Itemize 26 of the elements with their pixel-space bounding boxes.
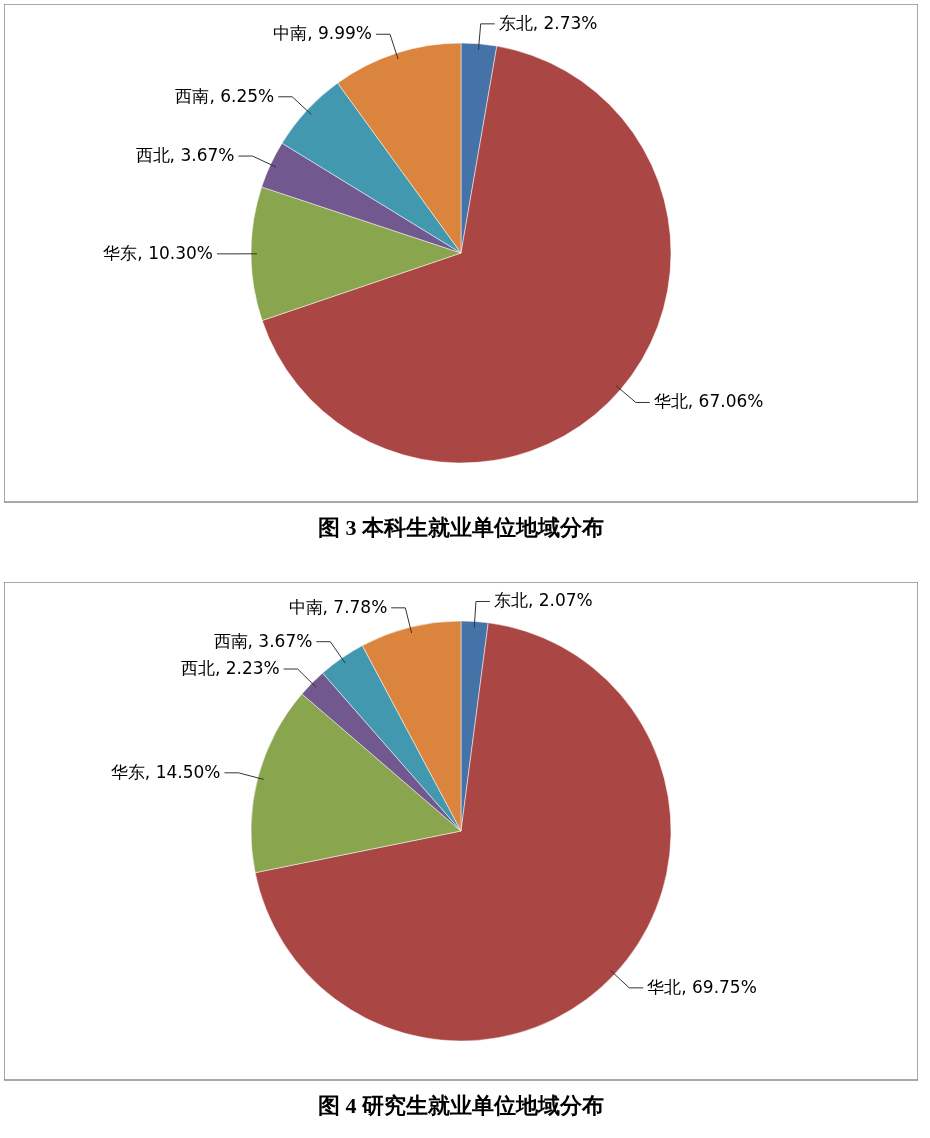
data-label: , 67.06% [687,391,764,412]
data-label: , 14.50% [144,761,221,782]
slice-label: 华东 [103,242,138,263]
slice-label: 华北 [653,391,688,412]
data-label: , 10.30% [137,242,214,263]
slice-label: 西南 [213,630,248,651]
slice-label: 西北 [180,658,215,679]
data-label: , 7.78% [322,596,388,617]
slice-label: 中南 [288,596,323,617]
data-label: , 6.25% [209,85,275,106]
text: 图 3 本科生就业单位地域分布 [318,515,604,540]
slice-label: 西北 [135,145,170,166]
data-label: , 2.23% [214,658,280,679]
data-label: , 69.75% [681,976,757,997]
slice-label: 西南 [175,85,210,106]
data-label: , 9.99% [307,23,372,44]
slice-label: 东北 [493,590,528,611]
slice-label: 东北 [498,12,533,33]
data-label: , 3.67% [247,630,313,651]
data-label: , 3.67% [169,145,235,166]
data-label: , 2.07% [527,590,593,611]
slice-label: 华东 [110,761,145,782]
data-label: , 2.73% [532,12,598,33]
slice-label: 华北 [647,976,682,997]
slice-label: 中南 [273,23,308,44]
text: 图 4 研究生就业单位地域分布 [318,1093,604,1118]
